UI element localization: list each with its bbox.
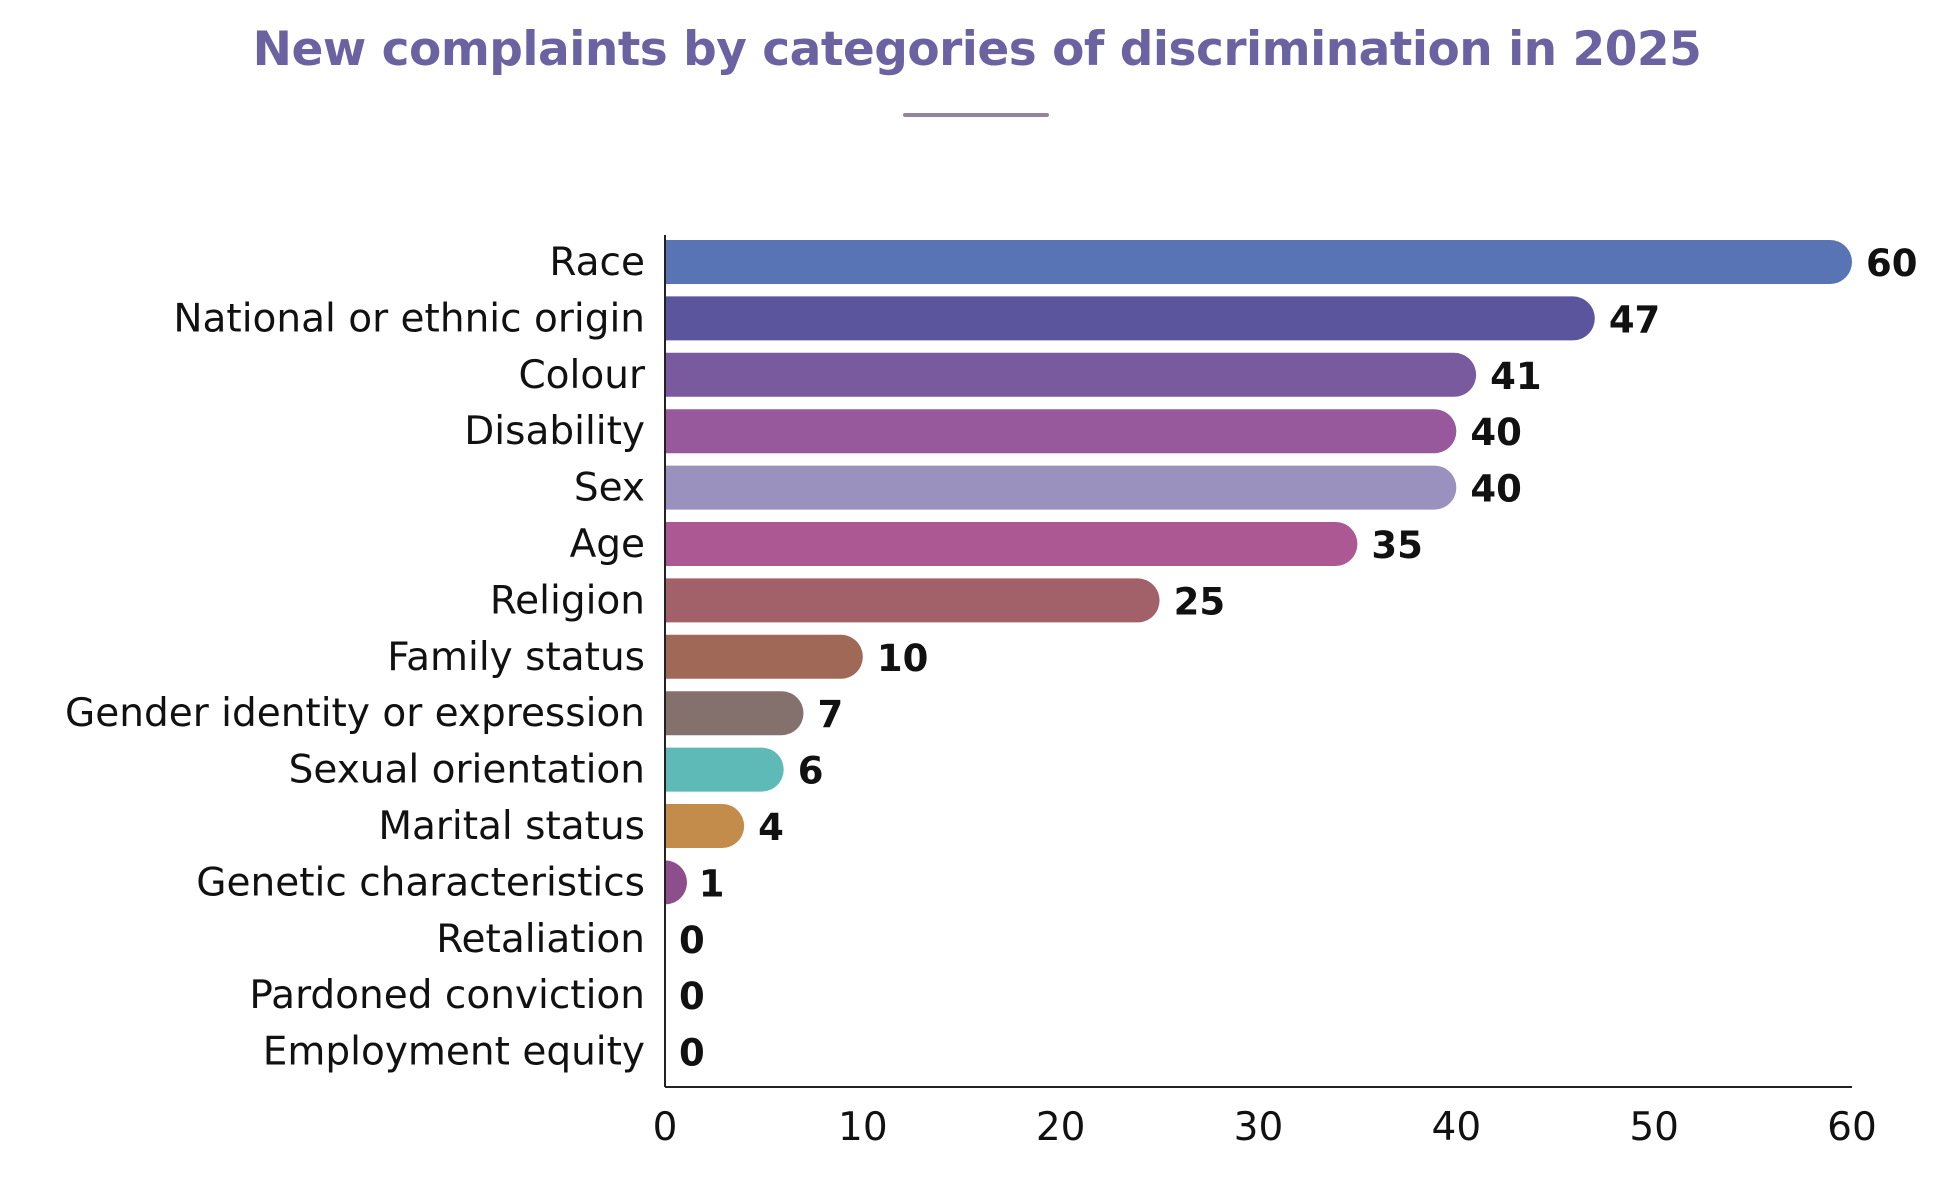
x-tick-10: 10 xyxy=(838,1105,888,1150)
value-label-disability: 40 xyxy=(1470,411,1522,454)
category-label-sexual-orientation: Sexual orientation xyxy=(289,748,645,793)
bar-marital-status xyxy=(665,804,745,848)
category-label-religion: Religion xyxy=(490,578,645,623)
bar-gender-identity-or-expression xyxy=(665,691,804,736)
category-label-pardoned-conviction: Pardoned conviction xyxy=(249,973,645,1018)
category-label-age: Age xyxy=(570,522,645,567)
bar-religion xyxy=(665,578,1160,623)
bars-group xyxy=(665,240,1852,905)
value-label-pardoned-conviction: 0 xyxy=(679,975,705,1018)
category-label-gender-identity-or-expression: Gender identity or expression xyxy=(65,691,645,736)
bar-age xyxy=(665,522,1358,566)
bar-race xyxy=(665,240,1852,284)
bar-disability xyxy=(665,409,1457,454)
value-label-age: 35 xyxy=(1371,524,1423,567)
category-label-employment-equity: Employment equity xyxy=(263,1030,645,1075)
category-label-marital-status: Marital status xyxy=(378,804,645,849)
chart-title: New complaints by categories of discrimi… xyxy=(252,22,1702,77)
category-label-retaliation: Retaliation xyxy=(436,917,645,962)
category-label-colour: Colour xyxy=(518,353,646,398)
value-label-employment-equity: 0 xyxy=(679,1032,705,1075)
value-label-race: 60 xyxy=(1866,242,1918,285)
x-tick-40: 40 xyxy=(1432,1105,1482,1150)
category-label-disability: Disability xyxy=(464,409,645,454)
bar-family-status xyxy=(665,634,863,679)
x-tick-60: 60 xyxy=(1827,1105,1877,1150)
category-label-family-status: Family status xyxy=(387,635,645,680)
axes xyxy=(664,235,1852,1088)
value-label-sex: 40 xyxy=(1470,468,1522,511)
value-label-national-or-ethnic-origin: 47 xyxy=(1609,298,1661,341)
value-label-religion: 25 xyxy=(1174,580,1226,623)
value-label-colour: 41 xyxy=(1490,355,1542,398)
category-label-national-or-ethnic-origin: National or ethnic origin xyxy=(173,296,645,341)
bar-sex xyxy=(665,465,1457,510)
category-label-sex: Sex xyxy=(574,466,645,511)
x-tick-labels: 0 10 20 30 40 50 60 xyxy=(653,1105,1877,1150)
value-label-gender-identity-or-expression: 7 xyxy=(817,693,843,736)
bar-colour xyxy=(665,352,1477,397)
category-label-genetic-characteristics: Genetic characteristics xyxy=(196,860,645,905)
bar-national-or-ethnic-origin xyxy=(665,296,1595,341)
value-label-genetic-characteristics: 1 xyxy=(699,862,725,905)
x-tick-0: 0 xyxy=(653,1105,678,1150)
bar-sexual-orientation xyxy=(665,747,784,792)
category-label-race: Race xyxy=(549,240,645,285)
bar-genetic-characteristics xyxy=(665,860,687,905)
value-label-sexual-orientation: 6 xyxy=(798,750,824,793)
x-tick-30: 30 xyxy=(1234,1105,1284,1150)
category-labels: Race National or ethnic origin Colour Disab… xyxy=(65,240,646,1075)
x-tick-20: 20 xyxy=(1036,1105,1086,1150)
value-label-family-status: 10 xyxy=(877,637,929,680)
x-tick-50: 50 xyxy=(1629,1105,1679,1150)
title-underline xyxy=(903,113,1049,117)
value-label-marital-status: 4 xyxy=(758,806,784,849)
value-label-retaliation: 0 xyxy=(679,919,705,962)
